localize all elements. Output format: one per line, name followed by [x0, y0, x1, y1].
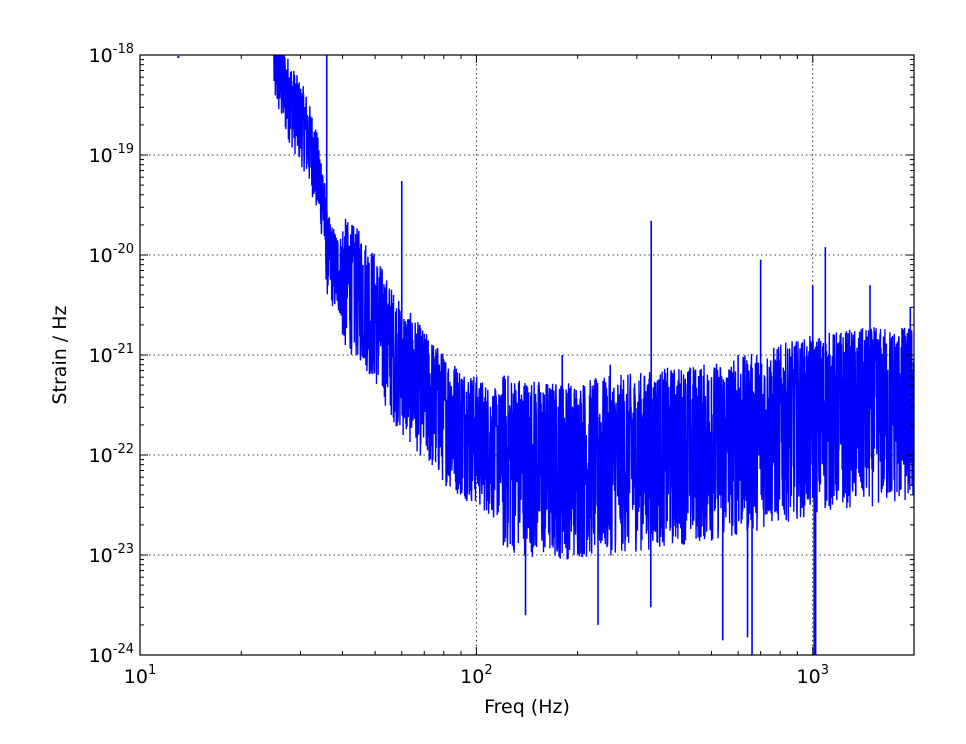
x-tick-label: 101 — [124, 663, 156, 688]
y-tick-label: 10-20 — [89, 242, 134, 267]
y-axis-label: Strain / Hz — [49, 305, 71, 404]
x-axis-label: Freq (Hz) — [484, 696, 570, 718]
tick-labels: 101 102 103 10-18 10-19 10-20 10-21 10-22 10-23 1… — [89, 42, 829, 688]
series-line — [273, 55, 914, 560]
y-tick-label: 10-24 — [89, 642, 134, 667]
y-tick-label: 10-22 — [89, 442, 134, 467]
y-tick-label: 10-19 — [89, 142, 134, 167]
plot-area — [177, 55, 914, 655]
x-tick-label: 103 — [797, 663, 829, 688]
y-tick-label: 10-21 — [89, 342, 134, 367]
y-tick-label: 10-23 — [89, 542, 134, 567]
ticks — [139, 54, 915, 656]
x-tick-label: 102 — [460, 663, 492, 688]
y-tick-label: 10-18 — [89, 42, 134, 67]
